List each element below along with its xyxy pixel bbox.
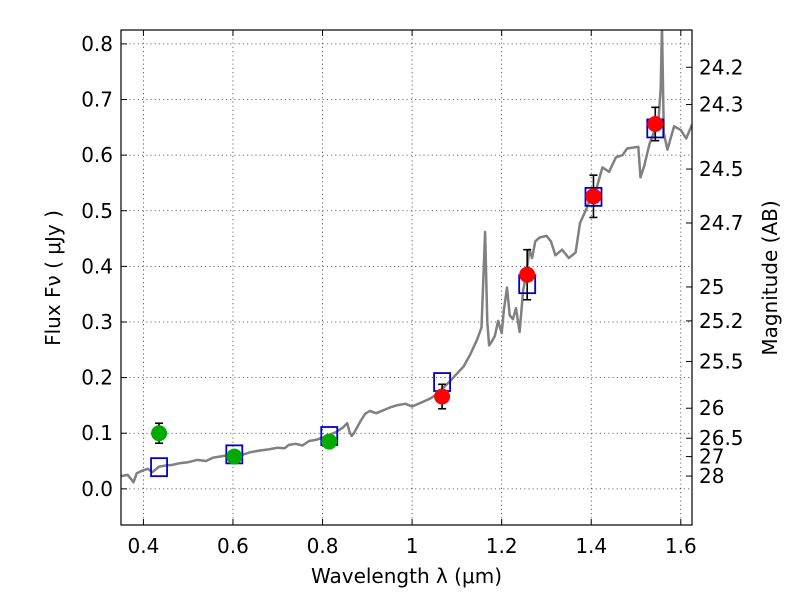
model-sed-line [121, 30, 692, 484]
magnitude-tick-label: 24.5 [699, 157, 744, 181]
observed-photometry-markers [151, 106, 664, 465]
magnitude-tick-label: 26.5 [699, 426, 744, 450]
magnitude-tick-label: 28 [699, 464, 724, 488]
observed-flux-point [151, 425, 168, 442]
y-axis-flux: 0.0 0.1 0.2 0.3 0.4 0.5 0.6 0.7 0.8 [81, 32, 127, 501]
y-tick-label: 0.0 [81, 477, 113, 501]
model-photometry-markers [150, 118, 665, 478]
observed-flux-point [434, 388, 451, 405]
y-tick-label: 0.4 [81, 254, 113, 278]
observed-flux-point [226, 448, 243, 465]
x-tick-label: 1.2 [486, 534, 518, 558]
y-tick-label: 0.2 [81, 366, 113, 390]
magnitude-tick-label: 25 [699, 275, 724, 299]
x-tick-label: 0.4 [127, 534, 159, 558]
observed-flux-point [647, 115, 664, 132]
magnitude-tick-label: 25.5 [699, 349, 744, 373]
x-tick-label: 1.4 [575, 534, 607, 558]
magnitude-tick-label: 26 [699, 396, 724, 420]
plot-frame [120, 29, 693, 526]
observed-flux-point [321, 433, 338, 450]
x-axis-title: Wavelength λ (μm) [311, 564, 502, 588]
y-tick-label: 0.1 [81, 421, 113, 445]
observed-flux-point [519, 266, 536, 283]
x-axis: 0.4 0.6 0.8 1 1.2 1.4 1.6 [127, 30, 697, 558]
y-tick-label: 0.3 [81, 310, 113, 334]
observed-flux-point [585, 188, 602, 205]
y-tick-label: 0.5 [81, 199, 113, 223]
y2-axis-title: Magnitude (AB) [758, 200, 782, 355]
y-tick-label: 0.7 [81, 88, 113, 112]
x-tick-label: 1 [406, 534, 419, 558]
magnitude-tick-label: 27 [699, 445, 724, 469]
y-tick-label: 0.6 [81, 143, 113, 167]
y-tick-label: 0.8 [81, 32, 113, 56]
x-tick-label: 0.8 [307, 534, 339, 558]
y-axis-title: Flux Fν ( μJy ) [41, 210, 65, 346]
model-sed-path [121, 30, 692, 484]
x-tick-label: 1.6 [665, 534, 697, 558]
magnitude-tick-label: 24.7 [699, 211, 744, 235]
x-tick-label: 0.6 [217, 534, 249, 558]
grid-lines [121, 30, 692, 525]
magnitude-tick-label: 25.2 [699, 309, 744, 333]
model-photometry-square [150, 457, 168, 478]
magnitude-tick-label: 24.2 [699, 55, 744, 79]
magnitude-tick-label: 24.3 [699, 93, 744, 117]
